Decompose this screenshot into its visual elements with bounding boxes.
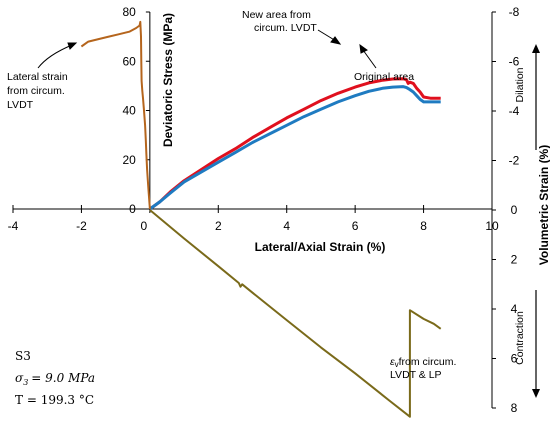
- right-y-tick-label: 2: [511, 253, 518, 267]
- original-area-arrow: [362, 49, 377, 69]
- x-tick-label: 4: [283, 219, 290, 233]
- annotation-arrows: [37, 29, 377, 69]
- original-area-arrowhead: [359, 43, 368, 54]
- x-tick-label: 8: [420, 219, 427, 233]
- ev-text: from circum.: [399, 356, 457, 368]
- annotations: New area from circum. LVDT Original area…: [7, 9, 456, 381]
- ev-label-line2: LVDT & LP: [390, 369, 442, 381]
- lateral-strain-label-line2: from circum.: [7, 85, 65, 97]
- dilation-arrowhead: [532, 44, 540, 53]
- lateral-strain-label-line1: Lateral strain: [7, 71, 68, 83]
- test-conditions: S3 σ3 = 9.0 MPa T = 199.3 °C: [15, 349, 95, 407]
- series-line-3: [149, 209, 442, 418]
- x-tick-label: 10: [485, 219, 499, 233]
- right-y-tick-label: 4: [511, 302, 518, 316]
- right-y-tick-label: -2: [509, 154, 520, 168]
- sigma-symbol: σ: [15, 371, 24, 385]
- right-y-tick-label: 0: [511, 203, 518, 217]
- tick-group: -4 -2 0 2 4 6 8 10 0 20 40 60 80 -8 -6 -4 -2 0 2 4 6 8: [8, 5, 520, 415]
- ev-subscript: v: [395, 360, 399, 369]
- series-line-2: [80, 20, 151, 210]
- left-y-tick-label: 40: [122, 104, 136, 118]
- x-tick-label: 0: [141, 219, 148, 233]
- x-tick-label: -4: [8, 219, 19, 233]
- left-y-tick-label: 80: [122, 5, 136, 19]
- ev-symbol: ε: [390, 356, 395, 368]
- left-y-tick-label: 60: [122, 54, 136, 68]
- right-y-axis-title: Volumetric Strain (%): [537, 145, 550, 265]
- dilation-contraction-arrows: [532, 44, 540, 398]
- new-area-label-line1: New area from: [242, 9, 311, 21]
- contraction-arrowhead: [532, 389, 540, 398]
- lateral-strain-arrowhead: [67, 42, 78, 50]
- new-area-label-line2: circum. LVDT: [254, 22, 317, 34]
- ev-label-line1: εvfrom circum.: [390, 356, 456, 369]
- temperature: T = 199.3 °C: [15, 393, 94, 407]
- x-tick-label: 2: [215, 219, 222, 233]
- lateral-strain-label-line3: LVDT: [7, 99, 34, 111]
- series-line-1: [149, 85, 441, 211]
- sigma-subscript: 3: [23, 378, 28, 387]
- left-y-tick-label: 0: [129, 202, 136, 216]
- confining-pressure: σ3 = 9.0 MPa: [15, 371, 95, 387]
- pressure-value: = 9.0 MPa: [31, 371, 95, 385]
- right-y-tick-label: -4: [509, 104, 520, 118]
- dilation-label: Dilation: [514, 67, 526, 102]
- axes: [13, 12, 493, 408]
- right-y-tick-label: 8: [511, 401, 518, 415]
- original-area-label: Original area: [354, 71, 414, 83]
- x-axis-title: Lateral/Axial Strain (%): [255, 240, 386, 254]
- new-area-arrowhead: [330, 36, 342, 45]
- x-tick-label: 6: [352, 219, 359, 233]
- lateral-strain-arrow: [37, 44, 73, 69]
- left-y-tick-label: 20: [122, 153, 136, 167]
- contraction-label: Contraction: [514, 311, 526, 365]
- series-line-0: [149, 77, 441, 211]
- series-group: [80, 20, 442, 418]
- left-y-axis-title: Deviatoric Stress (MPa): [161, 13, 175, 147]
- right-y-tick-label: -8: [509, 5, 520, 19]
- right-y-tick-label: -6: [509, 55, 520, 69]
- x-tick-label: -2: [76, 219, 87, 233]
- right-y-tick-label: 6: [511, 352, 518, 366]
- sample-id: S3: [15, 349, 31, 363]
